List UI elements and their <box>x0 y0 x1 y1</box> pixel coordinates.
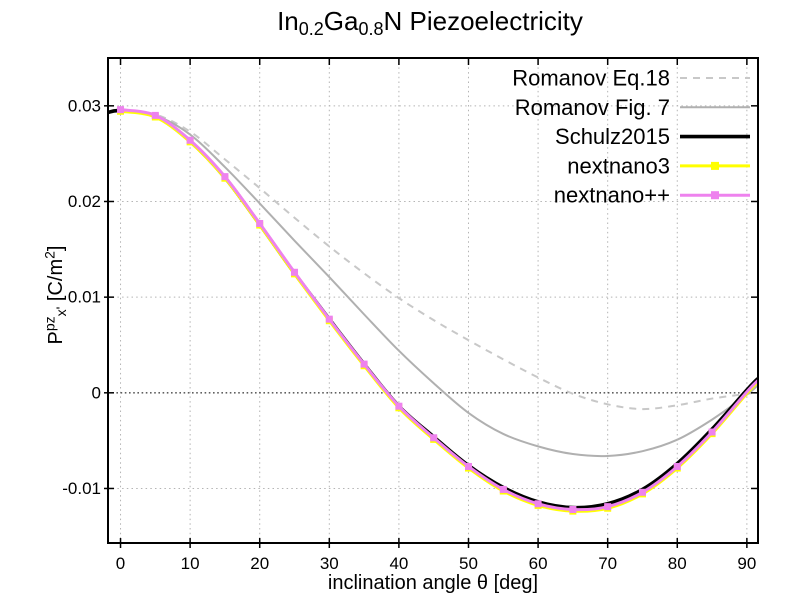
data-point-marker <box>708 428 716 436</box>
x-tick-label: 20 <box>250 554 269 573</box>
data-point-marker <box>638 488 646 496</box>
series-layer <box>108 106 758 515</box>
legend: Romanov Eq.18 Romanov Fig. 7 Schulz2015 nex… <box>512 66 750 208</box>
x-tick-label: 70 <box>598 554 617 573</box>
y-tick-label: 0.02 <box>68 192 101 211</box>
data-point-marker <box>221 173 229 181</box>
series-nextnano++ <box>117 106 758 514</box>
data-point-marker <box>534 500 542 508</box>
data-point-marker <box>499 485 507 493</box>
legend-label: Romanov Fig. 7 <box>515 95 670 120</box>
data-point-marker <box>256 219 264 227</box>
data-point-marker <box>117 106 125 114</box>
legend-label: nextnano++ <box>554 183 670 208</box>
plot-border <box>107 57 759 544</box>
x-tick-label: 50 <box>459 554 478 573</box>
data-point-marker <box>464 462 472 470</box>
y-tick-label: 0.03 <box>68 96 101 115</box>
legend-entry-nextnano++: nextnano++ <box>554 183 750 208</box>
data-point-marker <box>604 503 612 511</box>
legend-entry-nextnano3: nextnano3 <box>567 153 750 178</box>
x-tick-label: 0 <box>116 554 125 573</box>
grid <box>108 58 758 543</box>
legend-entry-schulz2015: Schulz2015 <box>555 124 750 149</box>
legend-entry-romanov-eq-18: Romanov Eq.18 <box>512 66 750 91</box>
y-tick-label: 0.01 <box>68 288 101 307</box>
y-tick-label: -0.01 <box>62 479 101 498</box>
chart-title: In0.2Ga0.8N Piezoelectricity <box>277 6 583 39</box>
tick-labels: 0 10 20 30 40 50 60 70 80 90 -0.01 0 0.01 0.02 0.03 <box>62 96 756 573</box>
tick-marks <box>104 58 758 548</box>
legend-marker-sample <box>711 191 719 200</box>
x-tick-label: 90 <box>737 554 756 573</box>
data-point-marker <box>291 268 299 276</box>
data-point-marker <box>395 402 403 410</box>
x-axis-label: inclination angle θ [deg] <box>328 572 538 594</box>
series-romanov-fig-7 <box>108 109 758 458</box>
legend-label: Schulz2015 <box>555 124 670 149</box>
legend-marker-sample <box>711 161 719 170</box>
y-tick-label: 0 <box>92 383 101 402</box>
series-line <box>108 109 758 458</box>
series-line <box>108 109 758 411</box>
data-point-marker <box>430 434 438 442</box>
y-axis-label: Ppzx' [C/m2] <box>41 246 69 345</box>
data-point-marker <box>360 360 368 368</box>
x-tick-label: 40 <box>389 554 408 573</box>
data-point-marker <box>673 462 681 470</box>
data-point-marker <box>325 315 333 323</box>
data-point-marker <box>186 136 194 144</box>
legend-label: Romanov Eq.18 <box>512 66 670 91</box>
data-point-marker <box>151 111 159 119</box>
x-tick-label: 80 <box>668 554 687 573</box>
x-tick-label: 10 <box>181 554 200 573</box>
legend-label: nextnano3 <box>567 153 670 178</box>
x-tick-label: 60 <box>529 554 548 573</box>
x-tick-label: 30 <box>320 554 339 573</box>
series-romanov-eq-18 <box>108 109 758 411</box>
data-point-marker <box>569 506 577 514</box>
legend-entry-romanov-fig-7: Romanov Fig. 7 <box>515 95 750 120</box>
